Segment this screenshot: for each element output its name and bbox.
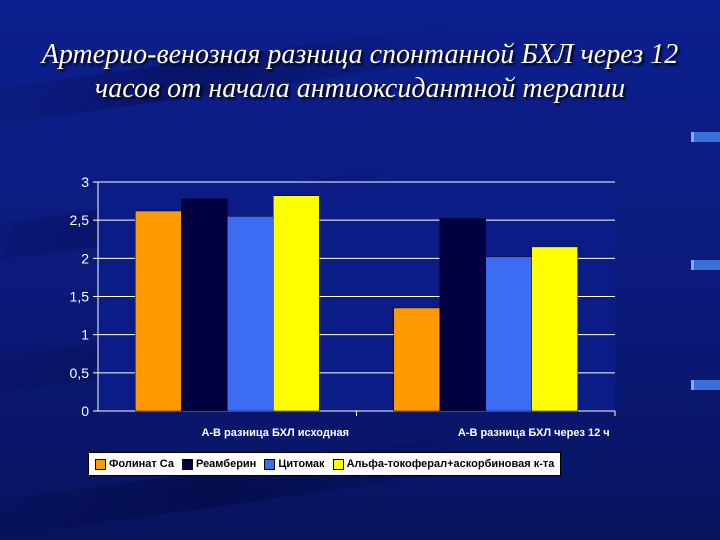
legend-swatch bbox=[182, 458, 193, 470]
bar bbox=[273, 195, 320, 412]
y-tick-label: 1,5 bbox=[70, 289, 90, 305]
x-tick-label: А-В разница БХЛ исходная bbox=[201, 427, 349, 439]
bar bbox=[227, 216, 274, 412]
chart-legend: Фолинат Са Реамберин Цитомак Альфа-токофера… bbox=[88, 452, 562, 476]
bar bbox=[439, 218, 486, 412]
y-tick-label: 0 bbox=[81, 403, 89, 419]
y-tick-label: 2 bbox=[81, 250, 89, 266]
decorative-bar bbox=[691, 132, 720, 142]
slide-title: Артерио-венозная разница спонтанной БХЛ … bbox=[41, 39, 679, 104]
y-tick-label: 1 bbox=[81, 327, 89, 343]
legend-label: Фолинат Са bbox=[109, 458, 174, 470]
legend-item: Реамберин bbox=[182, 458, 256, 470]
legend-label: Реамберин bbox=[196, 458, 257, 470]
legend-swatch bbox=[95, 458, 106, 470]
legend-swatch bbox=[332, 458, 344, 470]
x-tick-label: А-В разница БХЛ через 12 ч bbox=[458, 427, 610, 439]
decorative-bar bbox=[691, 380, 720, 390]
legend-item: Альфа-токоферал+аскорбиновая к-та bbox=[332, 458, 555, 470]
y-tick-label: 0,5 bbox=[70, 365, 90, 381]
legend-swatch bbox=[264, 458, 276, 470]
bar bbox=[531, 246, 578, 412]
y-tick-label: 3 bbox=[81, 174, 89, 190]
decorative-bar bbox=[691, 260, 720, 270]
legend-label: Альфа-токоферал+аскорбиновая к-та bbox=[346, 458, 555, 470]
legend-item: Фолинат Са bbox=[95, 458, 174, 470]
legend-label: Цитомак bbox=[278, 458, 325, 470]
bar bbox=[485, 256, 532, 412]
y-tick-label: 2,5 bbox=[70, 212, 90, 228]
bar bbox=[135, 210, 182, 412]
legend-item: Цитомак bbox=[264, 458, 325, 470]
bar bbox=[393, 307, 440, 412]
bar bbox=[181, 198, 228, 412]
